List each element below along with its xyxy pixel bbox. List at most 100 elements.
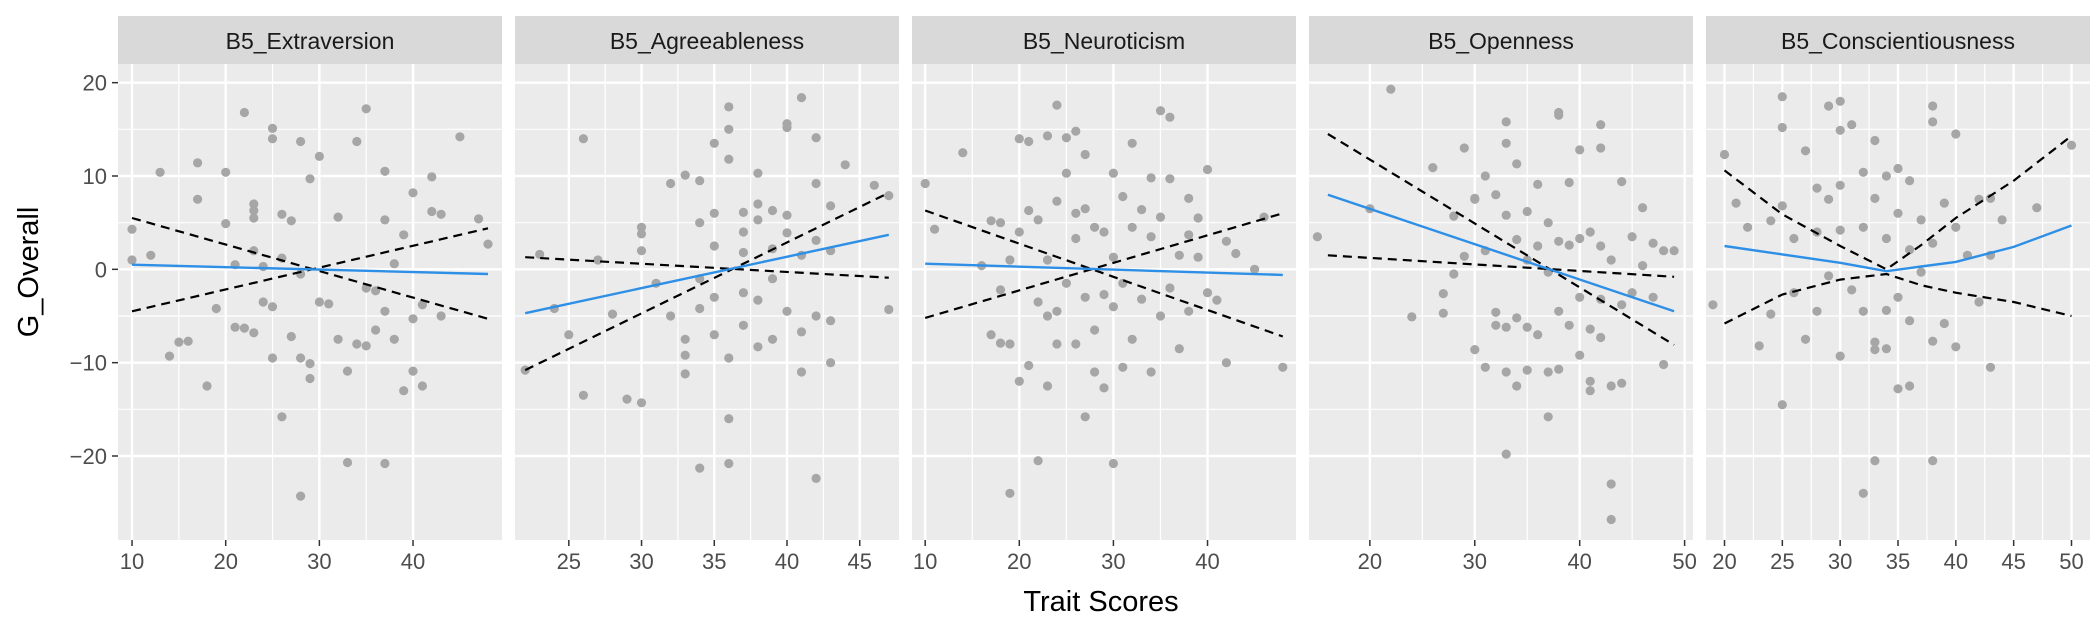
x-tick-label: 45 [2001, 549, 2025, 574]
data-point [1014, 227, 1024, 237]
data-point [1835, 225, 1845, 235]
data-point [636, 398, 647, 408]
data-point [1491, 320, 1501, 330]
fit-line [524, 233, 890, 315]
data-point [753, 295, 763, 305]
data-point [1575, 350, 1585, 360]
data-point [1501, 117, 1511, 127]
data-point [695, 303, 705, 314]
data-point [352, 136, 362, 147]
data-point [1575, 145, 1585, 155]
data-point [146, 250, 156, 260]
data-point [1928, 101, 1938, 111]
data-point [1155, 106, 1166, 116]
data-point [1080, 412, 1090, 422]
data-point [1777, 400, 1787, 410]
facet-title: B5_Openness [1428, 28, 1574, 54]
data-point [1870, 456, 1880, 466]
data-point [1533, 330, 1543, 340]
data-point [1997, 215, 2007, 225]
data-point [1870, 345, 1880, 355]
x-axis-title: Trait Scores [1023, 586, 1178, 618]
data-point [1606, 514, 1616, 525]
confidence-bound-line [524, 191, 890, 372]
x-tick-label: 30 [1101, 549, 1125, 574]
data-point [1585, 386, 1595, 396]
facet-strip [118, 16, 502, 64]
data-point [1554, 364, 1564, 374]
data-point [1005, 339, 1015, 349]
data-point [680, 170, 690, 180]
data-point [1137, 205, 1147, 215]
data-point [995, 285, 1006, 295]
data-point [399, 386, 409, 396]
data-point [483, 239, 493, 249]
data-point [724, 124, 734, 134]
data-point [958, 148, 968, 158]
data-point [1596, 241, 1606, 251]
data-point [535, 249, 545, 259]
data-point [1312, 232, 1322, 242]
data-point [1459, 143, 1469, 153]
data-point [1014, 376, 1024, 386]
data-point [1858, 306, 1868, 316]
data-point [709, 138, 719, 148]
data-point [1428, 163, 1438, 173]
data-point [1033, 215, 1043, 225]
data-point [1522, 322, 1532, 332]
data-point [408, 188, 418, 198]
data-point [258, 261, 268, 272]
data-point [930, 224, 940, 234]
data-point [1812, 183, 1822, 193]
data-point [753, 215, 763, 225]
data-point [1916, 267, 1926, 277]
data-point [1386, 84, 1396, 94]
data-point [1193, 213, 1203, 223]
data-point [826, 201, 836, 211]
data-point [1184, 230, 1194, 240]
data-point [1522, 365, 1532, 375]
x-tick-label: 50 [1672, 549, 1696, 574]
data-point [1061, 278, 1071, 288]
data-point [1137, 294, 1147, 304]
data-point [724, 353, 734, 363]
data-point [767, 334, 778, 344]
x-tick-label: 20 [1358, 549, 1382, 574]
data-point [1659, 246, 1669, 256]
data-point [1033, 297, 1043, 307]
data-point [1533, 179, 1543, 189]
data-point [1638, 203, 1648, 213]
fit-line [1724, 224, 2072, 273]
data-point [1118, 278, 1128, 288]
data-point [1847, 120, 1857, 130]
data-point [1858, 167, 1868, 177]
data-point [1042, 311, 1053, 321]
data-point [1870, 193, 1880, 203]
data-point [666, 178, 676, 189]
data-point [380, 215, 390, 225]
data-point [1564, 320, 1574, 330]
x-tick-label: 35 [702, 549, 726, 574]
data-point [811, 473, 821, 483]
data-point [1202, 288, 1213, 298]
data-point [399, 230, 409, 240]
data-point [305, 373, 315, 384]
data-point [296, 491, 306, 501]
data-point [1627, 288, 1637, 298]
x-tick-label: 40 [1567, 549, 1591, 574]
data-point [782, 122, 792, 133]
data-point [709, 292, 719, 302]
y-tick-label: −20 [70, 444, 107, 469]
data-point [1777, 92, 1787, 102]
fit-line [925, 262, 1283, 277]
facet-title: B5_Neuroticism [1023, 28, 1185, 54]
x-tick-label: 25 [1770, 549, 1794, 574]
data-point [1099, 227, 1109, 237]
data-point [1501, 322, 1511, 332]
data-point [826, 316, 836, 326]
data-point [1099, 289, 1109, 300]
x-tick-label: 40 [1944, 549, 1968, 574]
data-point [1754, 341, 1764, 351]
facet-strip [912, 16, 1296, 64]
data-point [1800, 334, 1811, 344]
